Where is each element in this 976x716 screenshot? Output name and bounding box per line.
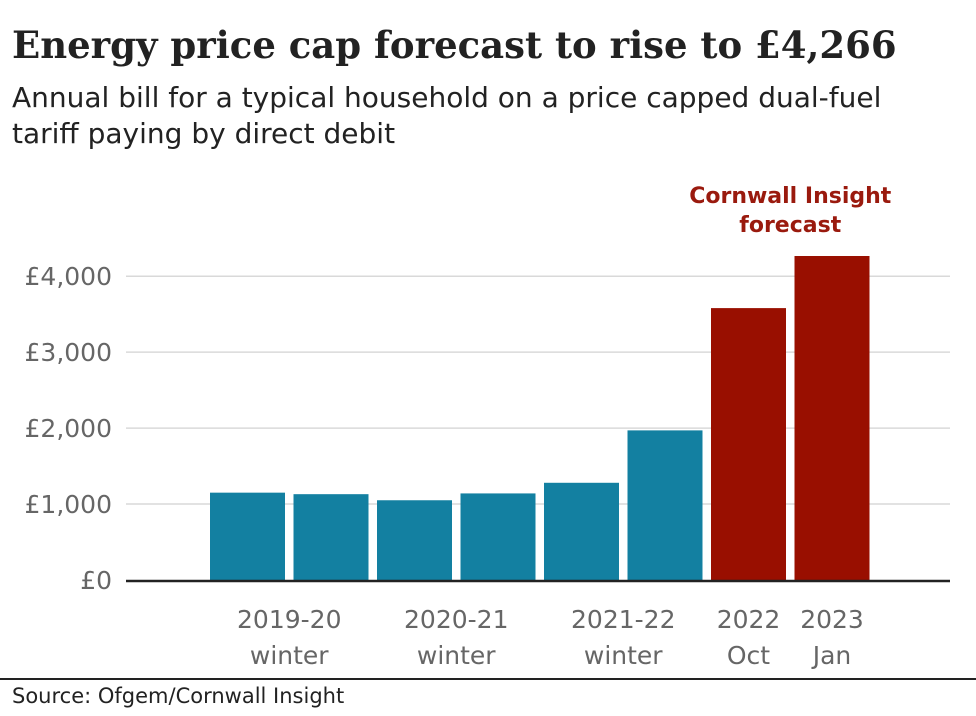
bar-actual [460, 493, 536, 580]
bar-actual [293, 494, 369, 580]
bar-actual [627, 430, 703, 580]
y-tick-label: £1,000 [25, 490, 112, 519]
x-category-label: Oct [727, 641, 770, 670]
bars [210, 256, 870, 580]
chart-subtitle: Annual bill for a typical household on a… [12, 81, 882, 150]
source-divider [0, 678, 976, 680]
forecast-annotation-text: forecast [739, 213, 841, 238]
bar-actual [377, 500, 452, 580]
x-category-label: Jan [811, 641, 852, 670]
forecast-annotation-text: Cornwall Insight [689, 184, 892, 209]
y-tick-label: £4,000 [25, 262, 112, 291]
x-category-label: 2023 [800, 605, 864, 634]
y-axis-tick-labels: £0 £1,000 £2,000 £3,000 £4,000 [25, 262, 112, 595]
x-category-label: winter [250, 641, 329, 670]
x-category-label: winter [417, 641, 496, 670]
source-note: Source: Ofgem/Cornwall Insight [12, 684, 345, 708]
chart-title: Energy price cap forecast to rise to £4,… [12, 23, 897, 67]
x-axis-category-labels: 2019-20 winter 2020-21 winter 2021-22 winter 2… [237, 605, 864, 670]
bar-actual [544, 482, 619, 580]
bar-forecast [711, 308, 786, 580]
x-category-label: 2021-22 [571, 605, 675, 634]
y-tick-label: £0 [80, 566, 112, 595]
bar-actual [210, 492, 285, 580]
y-tick-label: £2,000 [25, 414, 112, 443]
x-category-label: 2019-20 [237, 605, 341, 634]
x-category-label: 2020-21 [404, 605, 508, 634]
forecast-annotation: Cornwall Insight forecast [689, 184, 892, 238]
y-tick-label: £3,000 [25, 338, 112, 367]
x-category-label: winter [584, 641, 663, 670]
bar-forecast [794, 256, 870, 580]
x-category-label: 2022 [717, 605, 781, 634]
